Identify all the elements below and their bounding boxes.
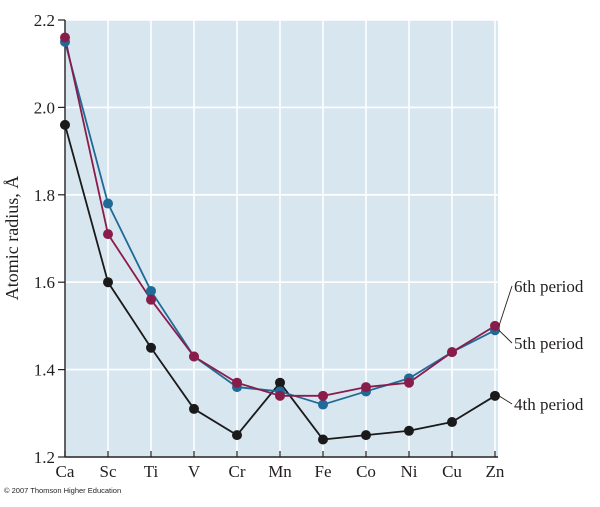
series-label: 4th period: [514, 395, 584, 414]
data-point: [189, 351, 199, 362]
data-point: [404, 377, 414, 388]
series-label: 5th period: [514, 334, 584, 353]
data-point: [490, 390, 500, 401]
x-axis-ticks: Ca Sc Ti V Cr Mn Fe Co Ni Cu Zn: [56, 451, 505, 481]
copyright-credit: © 2007 Thomson Higher Education: [4, 486, 122, 495]
data-point: [275, 377, 285, 388]
x-tick-label: Fe: [315, 462, 332, 481]
data-point: [103, 229, 113, 240]
data-point: [447, 417, 457, 428]
x-tick-label: Cu: [442, 462, 462, 481]
data-point: [60, 119, 70, 130]
y-tick-label: 1.8: [34, 186, 55, 205]
data-point: [361, 430, 371, 441]
data-point: [361, 382, 371, 393]
y-tick-label: 2.0: [34, 98, 55, 117]
x-tick-label: Sc: [100, 462, 117, 481]
data-point: [318, 390, 328, 401]
y-tick-label: 2.2: [34, 11, 55, 30]
leader-line: [498, 329, 513, 344]
series-label: 6th period: [514, 277, 584, 296]
data-point: [232, 377, 242, 388]
x-tick-label: Zn: [486, 462, 505, 481]
data-point: [447, 347, 457, 358]
data-point: [490, 320, 500, 331]
data-point: [60, 32, 70, 43]
data-point: [275, 390, 285, 401]
axes: [64, 20, 498, 458]
series-labels: 4th period 5th period 6th period: [498, 277, 584, 414]
y-axis-ticks: 1.2 1.4 1.6 1.8 2.0 2.2: [34, 11, 65, 467]
data-point: [103, 198, 113, 209]
x-tick-label: Ca: [56, 462, 75, 481]
x-tick-label: Co: [356, 462, 376, 481]
data-point: [103, 277, 113, 288]
y-tick-label: 1.6: [34, 273, 55, 292]
leader-line: [498, 285, 513, 327]
x-tick-label: Mn: [268, 462, 292, 481]
data-point: [404, 425, 414, 436]
data-point: [146, 342, 156, 353]
x-tick-label: Ti: [144, 462, 159, 481]
data-point: [189, 403, 199, 414]
data-point: [318, 434, 328, 445]
data-point: [146, 294, 156, 305]
y-tick-label: 1.2: [34, 448, 55, 467]
data-point: [232, 430, 242, 441]
data-series: [60, 32, 500, 445]
x-tick-label: Ni: [401, 462, 418, 481]
data-point: [318, 399, 328, 410]
y-tick-label: 1.4: [34, 361, 56, 380]
x-tick-label: Cr: [229, 462, 246, 481]
leader-line: [498, 395, 513, 405]
grid-lines: [64, 19, 498, 458]
x-tick-label: V: [188, 462, 201, 481]
y-axis-label: Atomic radius, Å: [2, 176, 22, 300]
data-point: [146, 285, 156, 296]
